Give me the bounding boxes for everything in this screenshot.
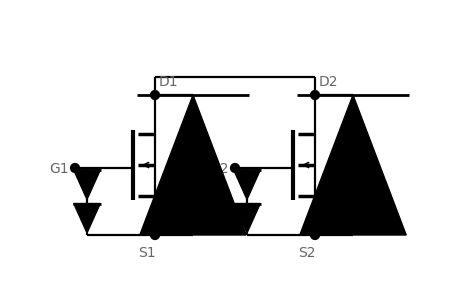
Text: S2: S2 <box>298 246 316 260</box>
Circle shape <box>151 231 159 239</box>
Text: G2: G2 <box>209 162 228 176</box>
Polygon shape <box>234 170 260 200</box>
Text: S1: S1 <box>138 246 156 260</box>
Circle shape <box>71 164 79 172</box>
Polygon shape <box>140 95 246 235</box>
Polygon shape <box>74 203 100 233</box>
Circle shape <box>311 91 319 99</box>
Text: D2: D2 <box>319 75 338 89</box>
Circle shape <box>151 91 159 99</box>
Text: G1: G1 <box>49 162 68 176</box>
Circle shape <box>231 164 239 172</box>
Polygon shape <box>74 170 100 200</box>
Polygon shape <box>300 95 406 235</box>
Text: D1: D1 <box>159 75 178 89</box>
Circle shape <box>311 231 319 239</box>
Polygon shape <box>234 203 260 233</box>
